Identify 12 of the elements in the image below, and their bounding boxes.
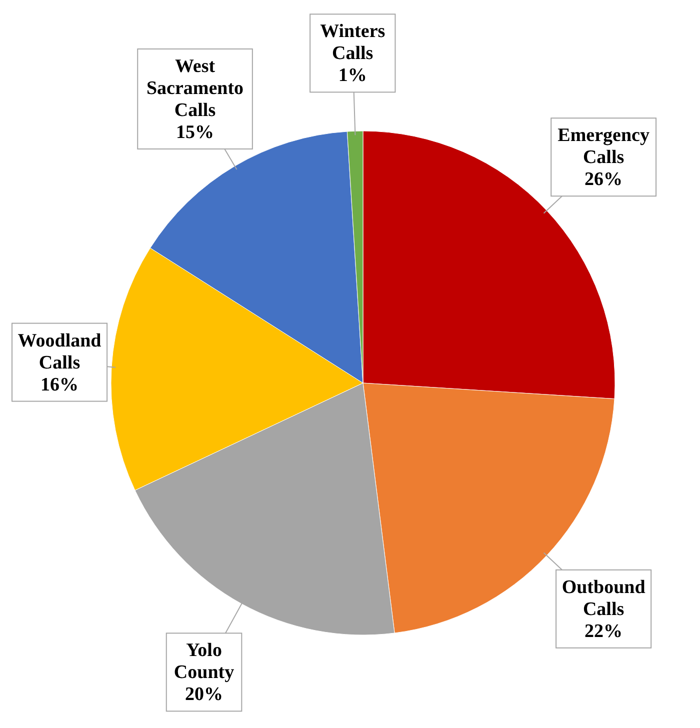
data-label: 26% [584,169,623,190]
data-label: 20% [185,684,224,706]
slice-label: West Sacramento Calls [146,56,244,121]
slice-label: Yolo County [174,640,235,684]
slice-label: Outbound Calls [562,576,646,620]
slice-label: Winters Calls [320,21,386,64]
data-label: 22% [584,620,623,642]
data-label: 16% [40,374,79,396]
data-label: 1% [338,65,367,86]
slice-label: Woodland Calls [18,330,102,374]
slice-label: Emergency Calls [558,125,650,168]
data-label: 15% [176,122,214,143]
